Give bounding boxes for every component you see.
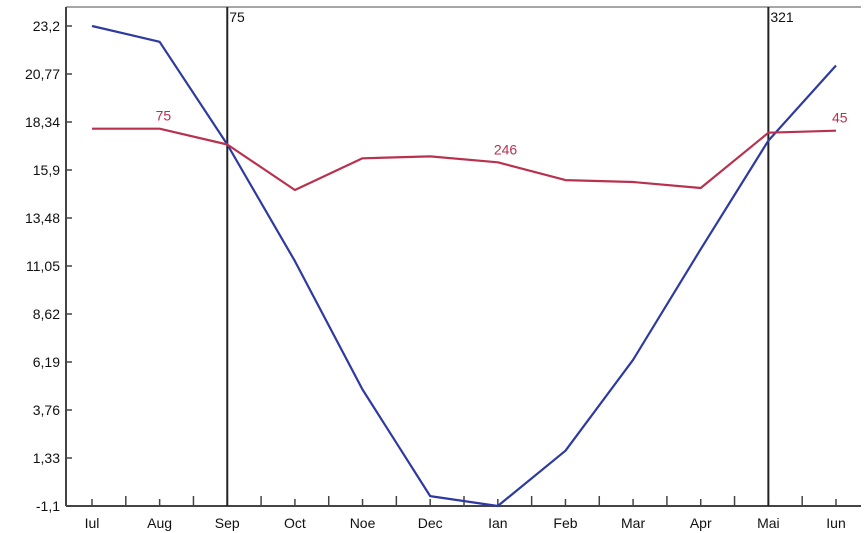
data-label: 45 — [832, 110, 848, 126]
vertical-markers: 75 321 — [226, 7, 794, 506]
annotation-layer: 75 246 45 — [156, 108, 848, 158]
x-tick-label: Dec — [418, 515, 443, 531]
data-label: 246 — [494, 141, 518, 157]
y-axis: 23,2 20,77 18,34 15,9 13,48 11,05 8,62 6,19 3,76… — [25, 18, 72, 514]
series-line-1 — [91, 24, 837, 508]
x-tick-label: Apr — [690, 515, 712, 531]
vertical-marker-label: 321 — [770, 9, 794, 25]
y-tick-label: 13,48 — [25, 210, 60, 226]
x-tick-label: Aug — [147, 515, 172, 531]
x-tick-label: Noe — [350, 515, 376, 531]
y-tick-label: -1,1 — [36, 498, 60, 514]
y-tick-label: 20,77 — [25, 66, 60, 82]
y-tick-label: 3,76 — [33, 402, 60, 418]
y-tick-label: 6,19 — [33, 354, 60, 370]
series-line-2 — [92, 127, 837, 192]
data-label: 75 — [156, 108, 172, 124]
x-axis: Iul Aug Sep Oct Noe Dec Ian Feb Mar Apr Mai Iun — [85, 496, 846, 531]
x-tick-label: Feb — [553, 515, 577, 531]
x-tick-label: Mar — [621, 515, 645, 531]
x-tick-label: Iun — [826, 515, 845, 531]
x-tick-label: Oct — [284, 515, 306, 531]
y-tick-label: 18,34 — [25, 114, 60, 130]
x-tick-label: Ian — [488, 515, 507, 531]
y-tick-label: 23,2 — [33, 18, 60, 34]
x-tick-label: Sep — [215, 515, 240, 531]
y-tick-label: 1,33 — [33, 450, 60, 466]
y-tick-label: 8,62 — [33, 306, 60, 322]
vertical-marker-label: 75 — [229, 9, 245, 25]
x-tick-label: Mai — [757, 515, 780, 531]
series-layer — [91, 24, 837, 508]
y-tick-label: 11,05 — [26, 258, 60, 274]
x-tick-label: Iul — [85, 515, 100, 531]
y-tick-label: 15,9 — [33, 162, 60, 178]
